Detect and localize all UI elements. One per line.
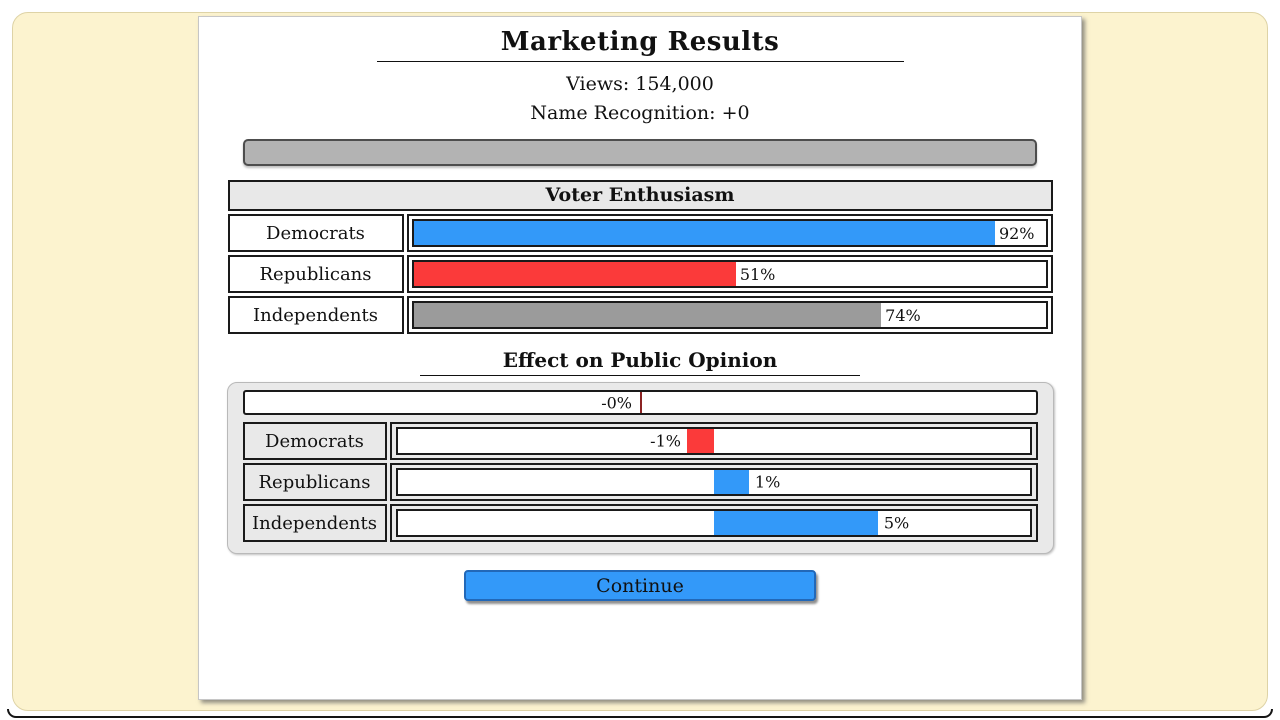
row-label-republicans: Republicans <box>227 255 404 293</box>
bar-fill <box>413 262 736 286</box>
table-row: Democrats -1% <box>242 422 1038 460</box>
independents-enthusiasm-bar: 74% <box>411 301 1048 329</box>
row-bar-cell: 51% <box>406 255 1053 293</box>
window-bottom-frame <box>7 709 1273 718</box>
row-bar-cell: -1% <box>389 422 1038 460</box>
opinion-panel: -0% Democrats -1% Republicans 1% Indepen… <box>226 382 1054 554</box>
opinion-section-title: Effect on Public Opinion <box>502 348 778 372</box>
democrats-enthusiasm-bar: 92% <box>411 219 1048 247</box>
results-card: Marketing Results Views: 154,000 Name Re… <box>198 16 1082 700</box>
row-label-independents: Independents <box>242 504 387 542</box>
row-bar-cell: 5% <box>389 504 1038 542</box>
republicans-enthusiasm-bar: 51% <box>411 260 1048 288</box>
row-bar-cell: 1% <box>389 463 1038 501</box>
title-underline <box>376 61 904 62</box>
bar-fill <box>413 303 882 327</box>
bar-fill <box>713 470 749 494</box>
row-label-democrats: Democrats <box>242 422 387 460</box>
bar-value: 1% <box>754 472 781 492</box>
opinion-title-underline <box>420 375 860 376</box>
bar-fill <box>713 511 878 535</box>
row-label-republicans: Republicans <box>242 463 387 501</box>
bar-value: 51% <box>739 264 776 284</box>
table-row: Independents 5% <box>242 504 1038 542</box>
bar-value: -1% <box>650 431 681 451</box>
voter-enthusiasm-table: Voter Enthusiasm Democrats 92% Republica… <box>227 180 1053 334</box>
page-title: Marketing Results <box>500 27 780 57</box>
table-row: Democrats 92% <box>227 214 1053 252</box>
bar-value: 74% <box>885 305 921 325</box>
row-bar-cell: 92% <box>406 214 1053 252</box>
bar-value: 92% <box>998 223 1035 243</box>
democrats-opinion-bar: -1% <box>395 427 1032 455</box>
table-row: Republicans 51% <box>227 255 1053 293</box>
zero-tick-marker <box>640 392 642 413</box>
row-label-democrats: Democrats <box>227 214 404 252</box>
row-bar-cell: 74% <box>406 296 1053 334</box>
bar-fill <box>413 221 995 245</box>
table-row: Republicans 1% <box>242 463 1038 501</box>
table-row: Independents 74% <box>227 296 1053 334</box>
opinion-summary-bar: -0% <box>242 390 1038 415</box>
bar-fill <box>686 429 714 453</box>
republicans-opinion-bar: 1% <box>395 468 1032 496</box>
voter-enthusiasm-header: Voter Enthusiasm <box>227 180 1053 211</box>
bar-value: 5% <box>883 513 910 533</box>
name-recognition-stat: Name Recognition: +0 <box>530 102 750 124</box>
name-recognition-progress-bar <box>243 139 1037 166</box>
independents-opinion-bar: 5% <box>395 509 1032 537</box>
continue-button[interactable]: Continue <box>464 570 816 601</box>
views-stat: Views: 154,000 <box>566 73 714 95</box>
summary-value: -0% <box>601 393 632 412</box>
row-label-independents: Independents <box>227 296 404 334</box>
